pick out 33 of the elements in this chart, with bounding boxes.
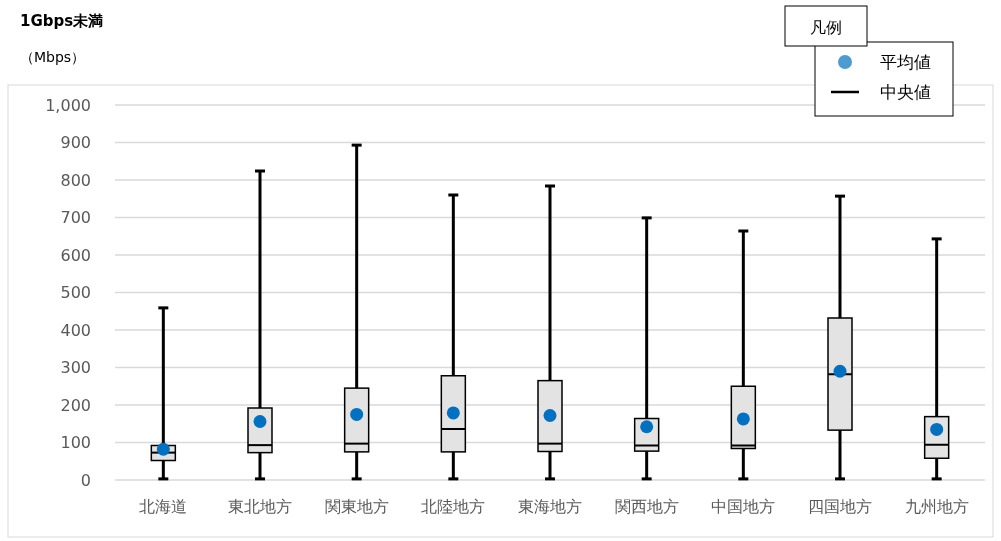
- y-tick-label: 900: [60, 133, 91, 152]
- point: [350, 407, 364, 421]
- y-tick-label: 100: [60, 433, 91, 452]
- x-tick-label: 東北地方: [228, 497, 292, 516]
- y-axis-title: （Mbps）: [20, 49, 86, 65]
- point: [640, 420, 654, 434]
- y-tick-label: 300: [60, 358, 91, 377]
- y-tick-label: 800: [60, 170, 91, 190]
- x-tick-label: 関西地方: [614, 497, 679, 516]
- y-tick-label: 1,000: [45, 95, 91, 115]
- point: [543, 409, 557, 422]
- y-tick-label: 0: [80, 470, 91, 490]
- y-tick-label: 400: [60, 320, 91, 340]
- x-tick-label: 四国地方: [808, 497, 872, 516]
- x-tick-label: 北陸地方: [421, 497, 486, 516]
- chart-title: 1Gbps未満: [20, 12, 104, 30]
- point: [446, 406, 460, 420]
- x-tick-label: 中国地方: [711, 497, 776, 516]
- x-tick-label: 関東地方: [324, 497, 389, 516]
- point: [736, 412, 750, 426]
- x-tick-label: 九州地方: [904, 497, 969, 516]
- legend-title: 凡例: [810, 17, 842, 37]
- point: [930, 422, 944, 436]
- x-tick-label: 北海道: [139, 497, 188, 516]
- point: [253, 415, 267, 428]
- y-tick-label: 600: [60, 245, 91, 265]
- point: [833, 364, 847, 378]
- legend-label: 中央値: [880, 82, 931, 102]
- x-tick-label: 東海地方: [518, 497, 582, 516]
- y-tick-label: 200: [60, 395, 91, 415]
- y-tick-label: 700: [60, 208, 91, 227]
- y-tick-label: 500: [60, 283, 91, 302]
- legend-label: 平均値: [880, 52, 931, 72]
